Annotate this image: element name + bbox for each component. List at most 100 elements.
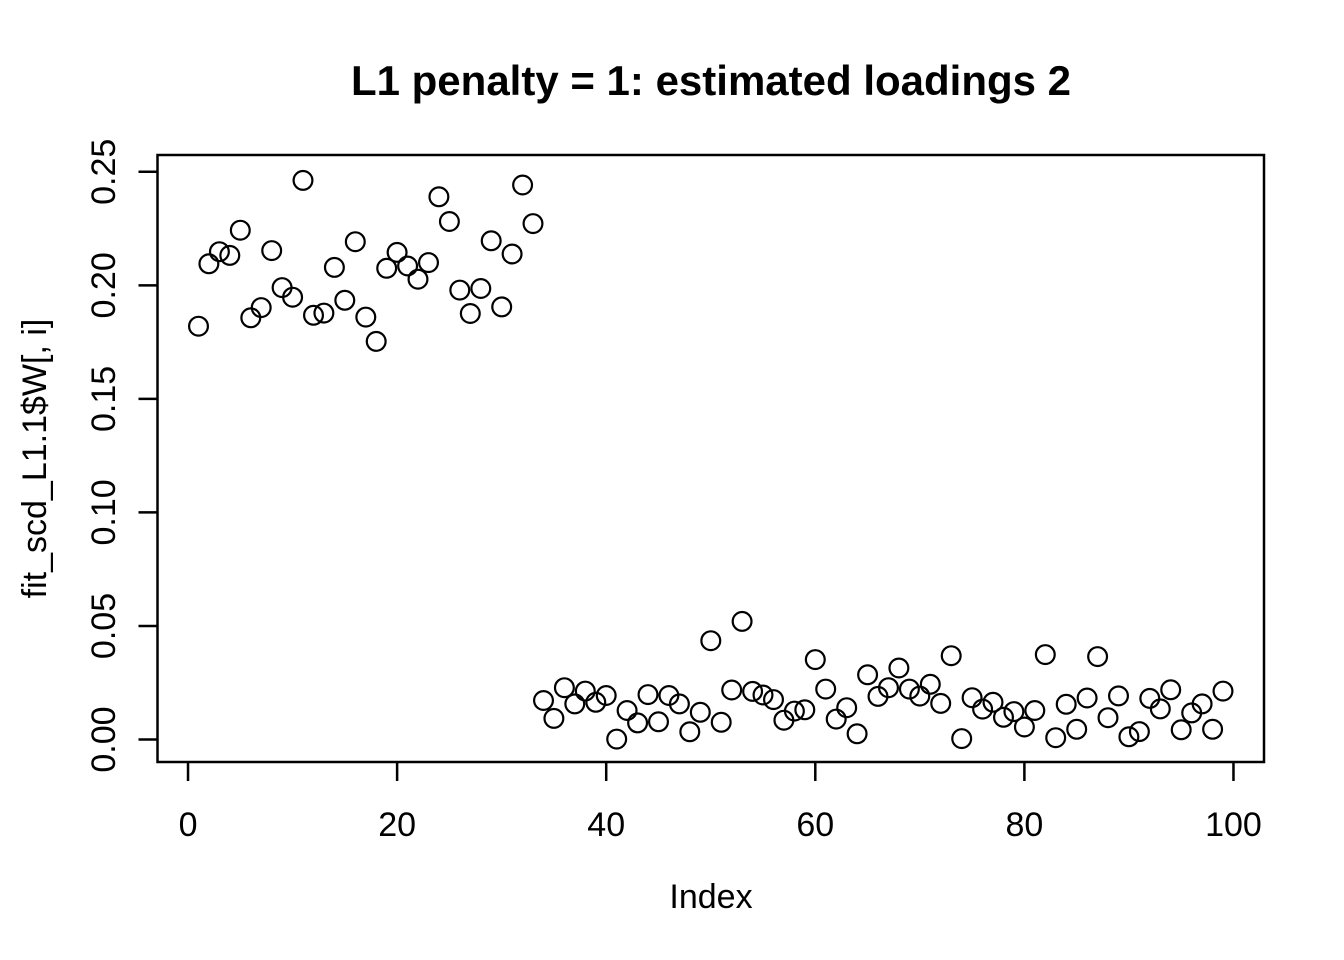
data-point [292, 169, 314, 191]
y-axis-label: fit_scd_L1.1$W[, i] [16, 319, 54, 599]
data-point [470, 278, 492, 300]
data-point [543, 707, 565, 729]
data-point [1212, 680, 1234, 702]
data-point [480, 230, 502, 252]
data-point [972, 698, 994, 720]
data-point [1128, 721, 1150, 743]
data-point [261, 240, 283, 262]
data-point [794, 699, 816, 721]
data-point [512, 174, 534, 196]
data-point [992, 706, 1014, 728]
data-point [1003, 701, 1025, 723]
data-point [898, 678, 920, 700]
data-point [1191, 693, 1213, 715]
data-point [532, 689, 554, 711]
data-point [229, 219, 251, 241]
data-point [1055, 693, 1077, 715]
data-point [282, 286, 304, 308]
data-point [846, 723, 868, 745]
x-tick-label: 100 [1205, 806, 1262, 844]
data-point [1139, 687, 1161, 709]
data-points [188, 169, 1234, 750]
data-point [909, 685, 931, 707]
data-point [564, 693, 586, 715]
data-point [919, 673, 941, 695]
x-axis-label: Index [669, 878, 752, 916]
data-point [742, 680, 764, 702]
data-point [836, 697, 858, 719]
y-tick-label: 0.25 [85, 139, 123, 205]
data-point [428, 186, 450, 208]
data-point [825, 708, 847, 730]
data-point [710, 711, 732, 733]
data-point [250, 297, 272, 319]
data-point [397, 255, 419, 277]
data-point [313, 302, 335, 324]
data-point [815, 678, 837, 700]
data-point [1170, 719, 1192, 741]
data-point [877, 677, 899, 699]
plot-border [156, 153, 1266, 764]
data-point [323, 256, 345, 278]
data-point [491, 296, 513, 318]
data-point [783, 700, 805, 722]
data-point [731, 610, 753, 632]
data-point [647, 711, 669, 733]
data-point [501, 243, 523, 265]
x-tick-label: 80 [1005, 806, 1043, 844]
data-point [355, 306, 377, 328]
data-point [804, 649, 826, 671]
data-point [982, 691, 1004, 713]
data-point [303, 304, 325, 326]
data-point [240, 307, 262, 329]
y-tick-label: 0.20 [85, 252, 123, 318]
data-point [198, 253, 220, 275]
data-point [1107, 685, 1129, 707]
data-point [940, 645, 962, 667]
data-point [930, 692, 952, 714]
y-tick-label: 0.00 [85, 706, 123, 772]
y-tick-label: 0.05 [85, 593, 123, 659]
data-point [219, 244, 241, 266]
data-point [407, 268, 429, 290]
data-point [616, 699, 638, 721]
data-point [1202, 718, 1224, 740]
x-tick-label: 40 [587, 806, 625, 844]
data-point [522, 213, 544, 235]
data-point [1045, 727, 1067, 749]
data-point [668, 693, 690, 715]
data-point [606, 728, 628, 750]
data-point [459, 303, 481, 325]
x-tick-label: 20 [378, 806, 416, 844]
x-tick-label: 0 [179, 806, 198, 844]
y-tick-label: 0.15 [85, 366, 123, 432]
data-point [585, 691, 607, 713]
data-point [721, 679, 743, 701]
data-point [1076, 687, 1098, 709]
chart-title: L1 penalty = 1: estimated loadings 2 [351, 57, 1071, 104]
data-point [888, 657, 910, 679]
data-point [449, 279, 471, 301]
data-point [1024, 699, 1046, 721]
data-point [1118, 726, 1140, 748]
data-point [365, 330, 387, 352]
x-tick-label: 60 [796, 806, 834, 844]
data-point [1149, 698, 1171, 720]
data-point [574, 680, 596, 702]
data-point [418, 252, 440, 274]
data-point [1160, 679, 1182, 701]
data-point [679, 721, 701, 743]
data-point [700, 630, 722, 652]
axes: 0 20 40 60 80 100 0.00 0.05 0.10 0.15 0.20 0.25 [85, 139, 1262, 844]
data-point [1087, 646, 1109, 668]
data-point [344, 231, 366, 253]
data-point [637, 684, 659, 706]
data-point [1097, 707, 1119, 729]
data-point [961, 687, 983, 709]
data-point [1034, 644, 1056, 666]
y-tick-label: 0.10 [85, 479, 123, 545]
data-point [595, 684, 617, 706]
data-point [951, 728, 973, 750]
